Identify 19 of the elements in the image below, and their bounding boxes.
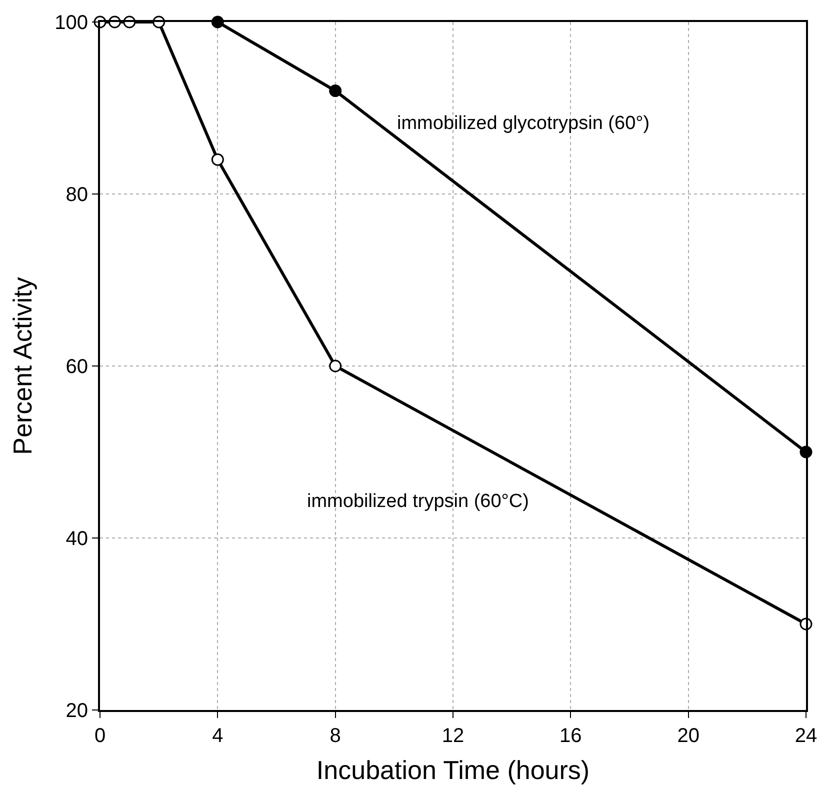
- annotation: immobilized trypsin (60°C): [307, 491, 529, 512]
- y-tick-label: 80: [66, 184, 88, 206]
- point: [211, 153, 224, 166]
- x-tick-label: 24: [794, 725, 818, 747]
- annotation: immobilized glycotrypsin (60°): [397, 113, 650, 134]
- y-tick-label: 20: [66, 700, 88, 722]
- x-axis-title: Incubation Time (hours): [316, 755, 590, 786]
- x-tick-label: 4: [212, 725, 224, 747]
- point: [329, 360, 342, 372]
- y-axis-title: Percent Activity: [8, 277, 38, 455]
- x-tick-label: 16: [560, 725, 582, 747]
- y-tick-label: 60: [66, 356, 88, 378]
- y-tick-label: 100: [54, 12, 88, 34]
- x-tick-label: 20: [677, 725, 700, 747]
- x-tick-label: 0: [94, 725, 106, 747]
- point: [329, 84, 342, 98]
- y-tick-label: 40: [66, 528, 88, 550]
- x-tick-label: 8: [330, 725, 341, 747]
- x-tick-label: 12: [442, 725, 464, 747]
